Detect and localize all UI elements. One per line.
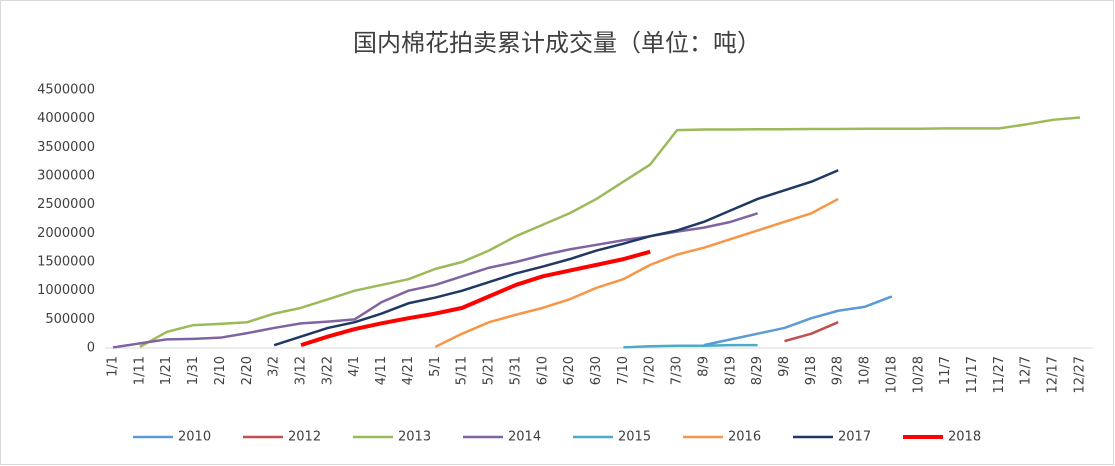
x-tick-label: 8/29: [750, 356, 765, 385]
x-tick-label: 8/19: [723, 356, 738, 385]
legend-label: 2015: [618, 430, 651, 445]
legend-label: 2010: [178, 430, 211, 445]
x-tick-label: 7/30: [670, 356, 685, 385]
x-tick-label: 4/1: [347, 356, 362, 377]
x-tick-label: 1/31: [186, 356, 201, 385]
chart-title: 国内棉花拍卖累计成交量（单位：吨）: [353, 29, 761, 57]
x-tick-label: 11/27: [992, 356, 1007, 393]
x-tick-label: 7/10: [616, 356, 631, 385]
y-tick-label: 3000000: [37, 169, 95, 184]
legend-label: 2016: [728, 430, 761, 445]
x-tick-label: 6/30: [589, 356, 604, 385]
x-tick-label: 12/27: [1072, 356, 1087, 393]
series-line: [703, 295, 893, 347]
x-tick-label: 5/11: [455, 356, 470, 385]
x-tick-label: 3/2: [267, 356, 282, 377]
x-tick-label: 10/28: [911, 356, 926, 393]
x-tick-label: 12/7: [1019, 356, 1034, 385]
x-tick-label: 2/20: [240, 356, 255, 385]
x-tick-label: 10/8: [858, 356, 873, 385]
y-tick-label: 0: [87, 341, 95, 356]
x-tick-label: 1/21: [159, 356, 174, 385]
y-tick-label: 4000000: [37, 111, 95, 126]
legend-label: 2017: [838, 430, 871, 445]
x-tick-label: 2/10: [213, 356, 228, 385]
x-tick-label: 4/21: [401, 356, 416, 385]
legend-label: 2013: [398, 430, 431, 445]
x-tick-label: 3/12: [294, 356, 309, 385]
legend-label: 2018: [948, 430, 981, 445]
x-tick-label: 10/18: [884, 356, 899, 393]
y-tick-label: 2500000: [37, 197, 95, 212]
x-tick-label: 9/28: [831, 356, 846, 385]
series-line: [273, 169, 839, 347]
x-tick-label: 5/1: [428, 356, 443, 377]
y-tick-label: 1000000: [37, 283, 95, 298]
y-tick-label: 4500000: [37, 83, 95, 98]
x-tick-label: 4/11: [374, 356, 389, 385]
x-tick-label: 1/11: [132, 356, 147, 385]
series-line: [139, 116, 1081, 348]
x-tick-label: 6/20: [562, 356, 577, 385]
y-tick-label: 500000: [45, 312, 95, 327]
y-tick-label: 1500000: [37, 255, 95, 270]
x-tick-label: 5/31: [508, 356, 523, 385]
y-tick-label: 3500000: [37, 140, 95, 155]
x-tick-label: 7/20: [643, 356, 658, 385]
x-tick-label: 5/21: [482, 356, 497, 385]
x-tick-label: 12/17: [1046, 356, 1061, 393]
y-tick-label: 2000000: [37, 226, 95, 241]
legend-label: 2012: [288, 430, 321, 445]
x-tick-label: 6/10: [535, 356, 550, 385]
series-line: [300, 249, 651, 348]
series-line: [434, 197, 839, 348]
x-tick-label: 9/8: [777, 356, 792, 377]
legend-label: 2014: [508, 430, 541, 445]
series-line: [784, 321, 839, 343]
x-tick-label: 1/1: [106, 356, 121, 377]
series-line: [623, 343, 758, 349]
x-tick-label: 11/17: [965, 356, 980, 393]
x-tick-label: 9/18: [804, 356, 819, 385]
x-tick-label: 11/7: [938, 356, 953, 385]
x-tick-label: 8/9: [696, 356, 711, 377]
x-tick-label: 3/22: [320, 356, 335, 385]
